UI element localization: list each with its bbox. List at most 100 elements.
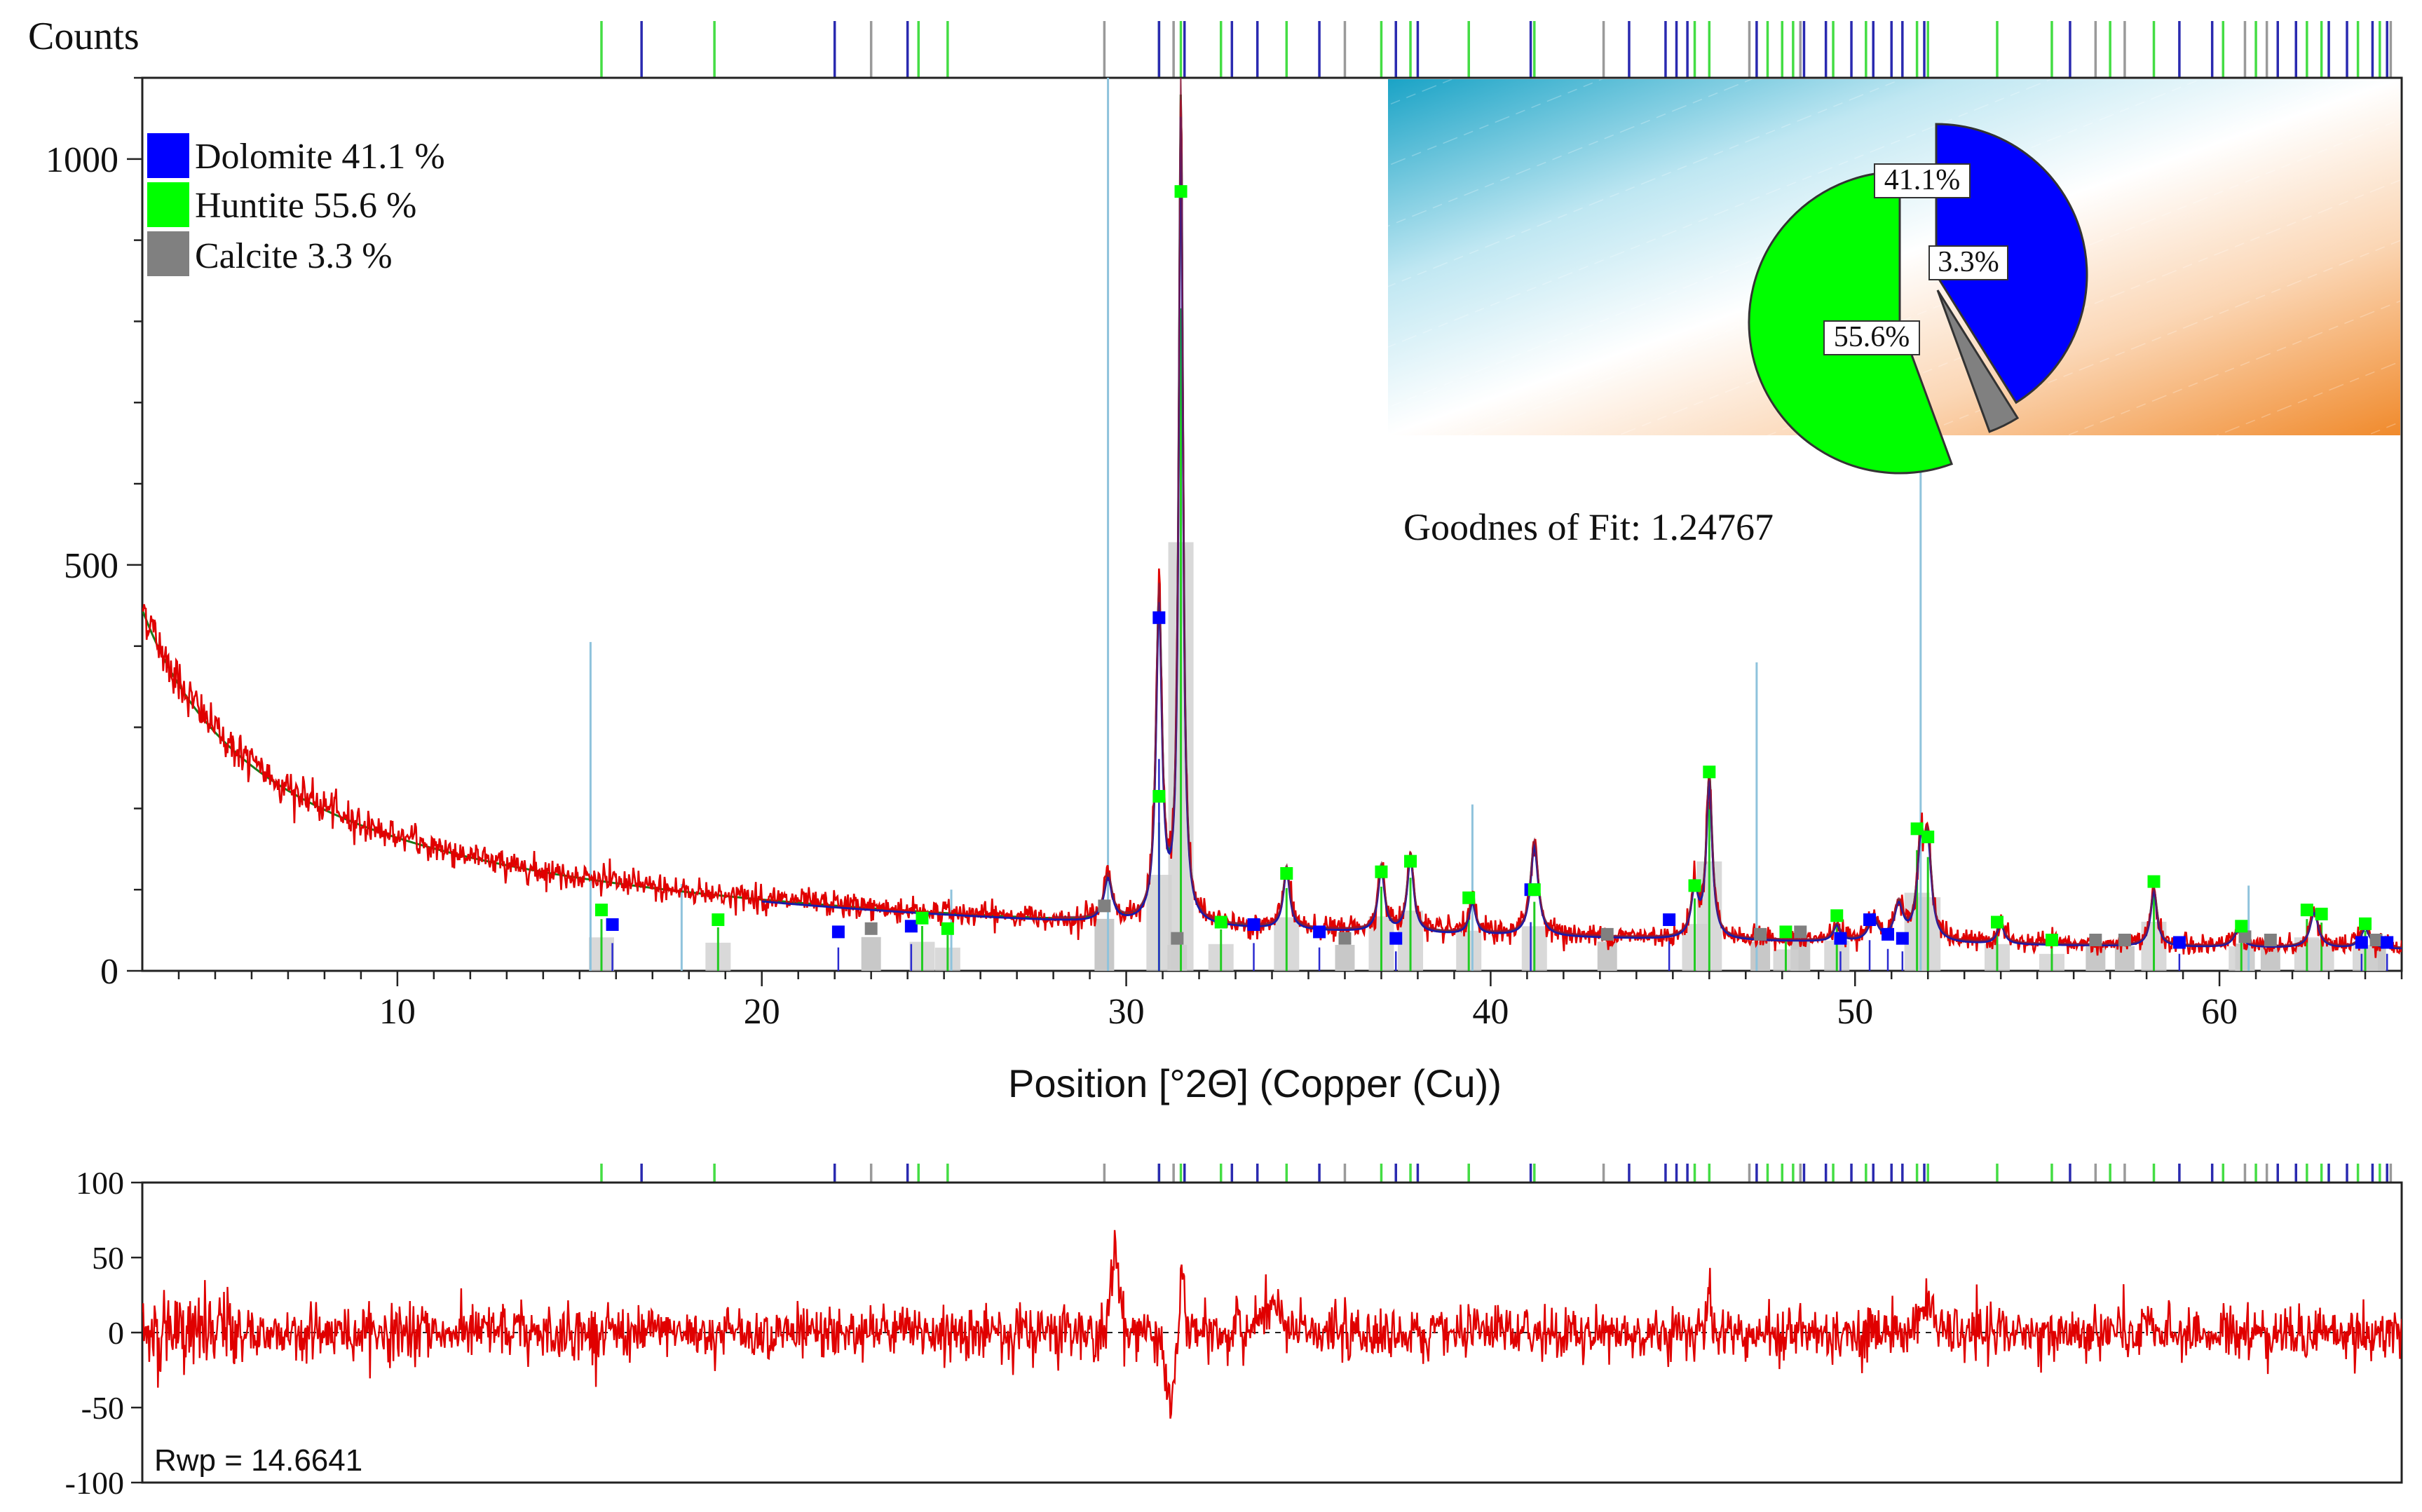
huntite-marker bbox=[1830, 909, 1844, 922]
main-axes: 10 20 30 40 50 60 0 500 1000 bbox=[46, 76, 2403, 1032]
legend-swatch-huntite bbox=[147, 182, 189, 227]
dolomite-marker bbox=[1389, 932, 1403, 945]
huntite-marker bbox=[1779, 925, 1792, 939]
calcite-marker bbox=[1098, 899, 1111, 913]
calcite-bar bbox=[1750, 941, 1771, 971]
calcite-marker bbox=[1754, 927, 1767, 941]
calcite-marker bbox=[1338, 932, 1352, 945]
legend-label-calcite: Calcite 3.3 % bbox=[195, 236, 393, 276]
huntite-marker bbox=[2045, 933, 2058, 946]
diff-y-tick-label: 0 bbox=[108, 1315, 124, 1351]
huntite-marker bbox=[594, 904, 608, 917]
calcite-bar bbox=[861, 937, 881, 971]
dolomite-marker bbox=[606, 918, 619, 931]
inset-pie-panel: 41.1% 3.3% 55.6% bbox=[1388, 79, 2400, 475]
huntite-marker bbox=[1404, 854, 1417, 868]
huntite-marker bbox=[1921, 830, 1935, 843]
x-tick-label: 60 bbox=[2201, 992, 2238, 1032]
calcite-marker bbox=[1171, 932, 1184, 945]
huntite-marker bbox=[1703, 765, 1716, 779]
calcite-bar bbox=[2114, 946, 2135, 971]
diff-y-tick-label: -50 bbox=[81, 1390, 124, 1426]
huntite-marker bbox=[1280, 867, 1293, 880]
pie-label-box bbox=[1823, 320, 1920, 355]
huntite-marker bbox=[712, 913, 725, 927]
dolomite-marker bbox=[1152, 611, 1166, 625]
pie-slice-label: 3.3% bbox=[1938, 246, 1999, 278]
calcite-marker bbox=[1794, 925, 1807, 939]
calcite-marker bbox=[2089, 933, 2102, 946]
pie-slice bbox=[1936, 290, 2020, 433]
huntite-stick-pattern bbox=[600, 308, 2388, 971]
phase-pie-chart: 41.1% 3.3% 55.6% bbox=[1748, 123, 2088, 475]
pie-slice-label: 41.1% bbox=[1884, 164, 1961, 196]
goodness-of-fit: Goodnes of Fit: 1.24767 bbox=[1403, 506, 1774, 548]
pie-label-box bbox=[1874, 163, 1971, 198]
huntite-marker bbox=[1528, 883, 1541, 897]
difference-axes: 100 50 0 -50 -100 bbox=[65, 1165, 142, 1501]
legend-label-huntite: Huntite 55.6 % bbox=[195, 186, 416, 226]
dolomite-marker bbox=[1247, 918, 1260, 931]
calcite-marker bbox=[2264, 933, 2277, 946]
pie-label-box bbox=[1928, 245, 2008, 280]
huntite-marker bbox=[2359, 917, 2372, 930]
huntite-marker bbox=[1910, 822, 1924, 836]
huntite-marker bbox=[1214, 915, 1227, 929]
huntite-marker bbox=[2235, 920, 2248, 933]
huntite-marker bbox=[1174, 185, 1188, 198]
difference-curve bbox=[142, 1230, 2402, 1419]
pie-slice bbox=[1935, 123, 2088, 404]
legend-label-dolomite: Dolomite 41.1 % bbox=[195, 137, 445, 177]
dolomite-marker bbox=[1882, 927, 1895, 941]
dolomite-marker bbox=[1313, 925, 1326, 939]
dolomite-marker bbox=[1834, 932, 1847, 945]
calcite-marker bbox=[1600, 927, 1614, 941]
y-tick-label: 1000 bbox=[46, 140, 118, 180]
calcite-marker bbox=[2118, 933, 2131, 946]
pie-slice-label: 55.6% bbox=[1834, 321, 1910, 353]
difference-phase-tick-strip bbox=[600, 1164, 2393, 1183]
huntite-marker bbox=[916, 911, 929, 925]
y-tick-label: 0 bbox=[100, 952, 118, 992]
x-tick-label: 50 bbox=[1837, 992, 1873, 1032]
diff-y-tick-label: 100 bbox=[76, 1165, 124, 1201]
y-tick-label: 500 bbox=[64, 546, 118, 586]
dolomite-marker bbox=[2355, 936, 2368, 949]
huntite-marker bbox=[2300, 904, 2313, 917]
peak-markers bbox=[594, 185, 2394, 949]
calcite-marker bbox=[864, 922, 878, 935]
huntite-marker bbox=[1688, 879, 1701, 892]
huntite-marker bbox=[1462, 891, 1476, 904]
x-tick-label: 10 bbox=[379, 992, 416, 1032]
huntite-marker bbox=[2315, 907, 2328, 920]
dolomite-marker bbox=[904, 920, 918, 933]
huntite-marker bbox=[941, 922, 954, 935]
calcite-marker bbox=[2369, 933, 2383, 946]
x-axis-title: Position [°2Θ] (Copper (Cu)) bbox=[1008, 1061, 1502, 1105]
rwp-label: Rwp = 14.6641 bbox=[154, 1443, 362, 1478]
x-tick-label: 20 bbox=[744, 992, 780, 1032]
legend: Dolomite 41.1 % Huntite 55.6 % Calcite 3… bbox=[147, 133, 445, 276]
dolomite-marker bbox=[2172, 936, 2186, 949]
dolomite-marker bbox=[1863, 913, 1877, 927]
calcite-bar bbox=[1335, 944, 1355, 971]
legend-swatch-dolomite bbox=[147, 133, 189, 178]
diff-y-tick-label: 50 bbox=[92, 1240, 124, 1276]
huntite-marker bbox=[2147, 875, 2161, 888]
calcite-marker bbox=[2238, 930, 2252, 944]
dolomite-marker bbox=[831, 925, 845, 939]
calcite-bar bbox=[1094, 918, 1115, 971]
x-tick-label: 40 bbox=[1472, 992, 1509, 1032]
dolomite-marker bbox=[2381, 936, 2394, 949]
dolomite-marker bbox=[1663, 913, 1676, 927]
huntite-marker bbox=[1375, 865, 1388, 878]
huntite-marker bbox=[1152, 789, 1166, 803]
legend-swatch-calcite bbox=[147, 231, 189, 276]
y-axis-title: Counts bbox=[28, 15, 140, 58]
x-tick-label: 30 bbox=[1108, 992, 1145, 1032]
calcite-bar bbox=[2086, 946, 2106, 971]
diff-y-tick-label: -100 bbox=[65, 1465, 124, 1501]
dolomite-marker bbox=[1896, 932, 1909, 945]
huntite-marker bbox=[1990, 915, 2003, 929]
